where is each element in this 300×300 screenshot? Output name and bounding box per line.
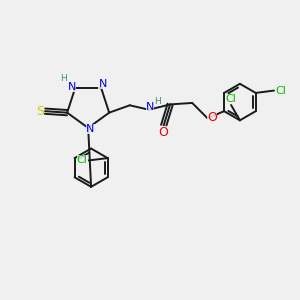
Text: N: N — [68, 82, 76, 92]
Text: O: O — [207, 111, 217, 124]
Text: H: H — [154, 97, 160, 106]
Text: N: N — [86, 124, 95, 134]
Text: N: N — [98, 80, 107, 89]
Text: Cl: Cl — [275, 85, 286, 96]
Text: Cl: Cl — [76, 155, 88, 166]
Text: H: H — [61, 74, 68, 83]
Text: N: N — [146, 102, 154, 112]
Text: Cl: Cl — [226, 94, 236, 103]
Text: O: O — [159, 126, 169, 139]
Text: S: S — [36, 105, 44, 118]
